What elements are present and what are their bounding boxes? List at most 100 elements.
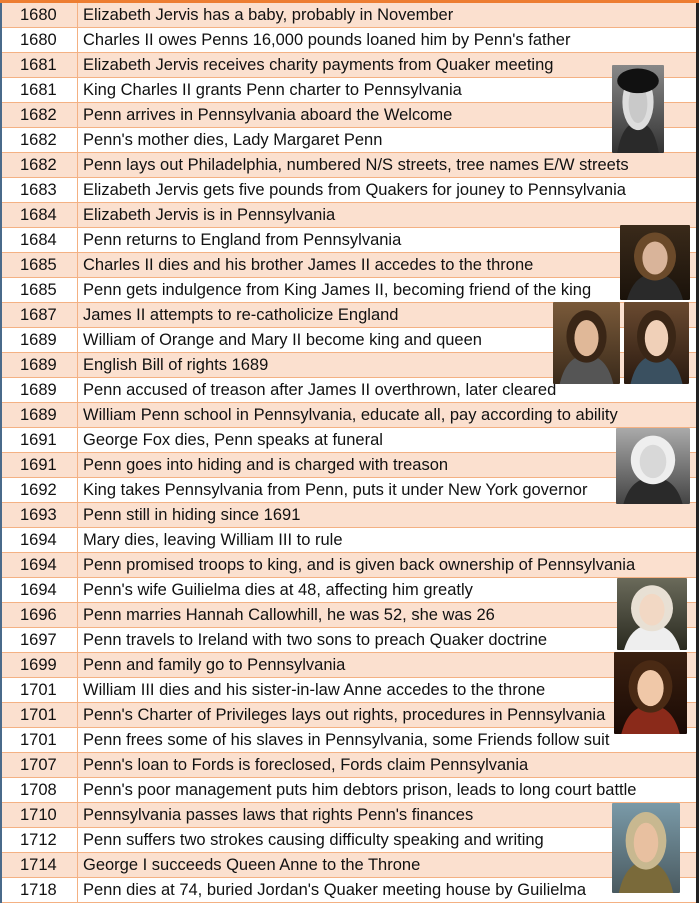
year-cell[interactable]: 1694 <box>2 578 78 602</box>
table-row[interactable]: 1718 Penn dies at 74, buried Jordan's Qua… <box>2 878 696 903</box>
table-row[interactable]: 1694 Penn's wife Guilielma dies at 48, af… <box>2 578 696 603</box>
table-row[interactable]: 1712 Penn suffers two strokes causing dif… <box>2 828 696 853</box>
year-cell[interactable]: 1689 <box>2 378 78 402</box>
event-cell[interactable]: Mary dies, leaving William III to rule <box>83 531 343 549</box>
table-row[interactable]: 1693 Penn still in hiding since 1691 <box>2 503 696 528</box>
table-row[interactable]: 1696 Penn marries Hannah Callowhill, he w… <box>2 603 696 628</box>
year-cell[interactable]: 1684 <box>2 228 78 252</box>
year-cell[interactable]: 1689 <box>2 328 78 352</box>
table-row[interactable]: 1714 George I succeeds Queen Anne to the … <box>2 853 696 878</box>
year-cell[interactable]: 1681 <box>2 78 78 102</box>
event-cell[interactable]: Penn's poor management puts him debtors … <box>83 781 637 799</box>
event-cell[interactable]: Penn still in hiding since 1691 <box>83 506 301 524</box>
event-cell[interactable]: William III dies and his sister-in-law A… <box>83 681 546 699</box>
year-cell[interactable]: 1710 <box>2 803 78 827</box>
event-cell[interactable]: Penn promised troops to king, and is giv… <box>83 556 636 574</box>
event-cell[interactable]: Elizabeth Jervis gets five pounds from Q… <box>83 181 626 199</box>
table-row[interactable]: 1681 King Charles II grants Penn charter … <box>2 78 696 103</box>
event-cell[interactable]: Penn travels to Ireland with two sons to… <box>83 631 548 649</box>
year-cell[interactable]: 1718 <box>2 878 78 902</box>
table-row[interactable]: 1685 Penn gets indulgence from King James… <box>2 278 696 303</box>
year-cell[interactable]: 1680 <box>2 28 78 52</box>
year-cell[interactable]: 1694 <box>2 553 78 577</box>
event-cell[interactable]: Elizabeth Jervis has a baby, probably in… <box>83 6 454 24</box>
year-cell[interactable]: 1685 <box>2 253 78 277</box>
year-cell[interactable]: 1701 <box>2 678 78 702</box>
event-cell[interactable]: Penn dies at 74, buried Jordan's Quaker … <box>83 881 587 899</box>
event-cell[interactable]: William of Orange and Mary II become kin… <box>83 331 482 349</box>
event-cell[interactable]: James II attempts to re-catholicize Engl… <box>83 306 399 324</box>
event-cell[interactable]: Penn returns to England from Pennsylvani… <box>83 231 402 249</box>
year-cell[interactable]: 1692 <box>2 478 78 502</box>
table-row[interactable]: 1689 William Penn school in Pennsylvania,… <box>2 403 696 428</box>
year-cell[interactable]: 1712 <box>2 828 78 852</box>
year-cell[interactable]: 1697 <box>2 628 78 652</box>
table-row[interactable]: 1691 Penn goes into hiding and is charged… <box>2 453 696 478</box>
event-cell[interactable]: English Bill of rights 1689 <box>83 356 269 374</box>
event-cell[interactable]: Elizabeth Jervis receives charity paymen… <box>83 56 554 74</box>
event-cell[interactable]: George Fox dies, Penn speaks at funeral <box>83 431 383 449</box>
event-cell[interactable]: Penn lays out Philadelphia, numbered N/S… <box>83 156 629 174</box>
year-cell[interactable]: 1689 <box>2 353 78 377</box>
year-cell[interactable]: 1693 <box>2 503 78 527</box>
table-row[interactable]: 1701 Penn's Charter of Privileges lays ou… <box>2 703 696 728</box>
event-cell[interactable]: Charles II dies and his brother James II… <box>83 256 534 274</box>
table-row[interactable]: 1699 Penn and family go to Pennsylvania <box>2 653 696 678</box>
event-cell[interactable]: Penn suffers two strokes causing difficu… <box>83 831 544 849</box>
year-cell[interactable]: 1701 <box>2 703 78 727</box>
event-cell[interactable]: Penn goes into hiding and is charged wit… <box>83 456 449 474</box>
year-cell[interactable]: 1681 <box>2 53 78 77</box>
table-row[interactable]: 1681 Elizabeth Jervis receives charity pa… <box>2 53 696 78</box>
table-row[interactable]: 1701 Penn frees some of his slaves in Pen… <box>2 728 696 753</box>
event-cell[interactable]: Penn's loan to Fords is foreclosed, Ford… <box>83 756 529 774</box>
event-cell[interactable]: George I succeeds Queen Anne to the Thro… <box>83 856 421 874</box>
year-cell[interactable]: 1683 <box>2 178 78 202</box>
year-cell[interactable]: 1694 <box>2 528 78 552</box>
table-row[interactable]: 1680 Elizabeth Jervis has a baby, probabl… <box>2 3 696 28</box>
year-cell[interactable]: 1689 <box>2 403 78 427</box>
event-cell[interactable]: Pennsylvania passes laws that rights Pen… <box>83 806 474 824</box>
year-cell[interactable]: 1687 <box>2 303 78 327</box>
table-row[interactable]: 1691 George Fox dies, Penn speaks at fune… <box>2 428 696 453</box>
event-cell[interactable]: Penn's Charter of Privileges lays out ri… <box>83 706 606 724</box>
event-cell[interactable]: Charles II owes Penns 16,000 pounds loan… <box>83 31 571 49</box>
table-row[interactable]: 1710 Pennsylvania passes laws that rights… <box>2 803 696 828</box>
table-row[interactable]: 1683 Elizabeth Jervis gets five pounds fr… <box>2 178 696 203</box>
table-row[interactable]: 1697 Penn travels to Ireland with two son… <box>2 628 696 653</box>
event-cell[interactable]: Penn arrives in Pennsylvania aboard the … <box>83 106 453 124</box>
table-row[interactable]: 1692 King takes Pennsylvania from Penn, p… <box>2 478 696 503</box>
year-cell[interactable]: 1682 <box>2 128 78 152</box>
event-cell[interactable]: King takes Pennsylvania from Penn, puts … <box>83 481 588 499</box>
year-cell[interactable]: 1682 <box>2 153 78 177</box>
event-cell[interactable]: Penn frees some of his slaves in Pennsyl… <box>83 731 610 749</box>
table-row[interactable]: 1694 Mary dies, leaving William III to ru… <box>2 528 696 553</box>
table-row[interactable]: 1682 Penn lays out Philadelphia, numbered… <box>2 153 696 178</box>
event-cell[interactable]: Penn gets indulgence from King James II,… <box>83 281 592 299</box>
table-row[interactable]: 1684 Elizabeth Jervis is in Pennsylvania <box>2 203 696 228</box>
event-cell[interactable]: Elizabeth Jervis is in Pennsylvania <box>83 206 336 224</box>
event-cell[interactable]: Penn's mother dies, Lady Margaret Penn <box>83 131 383 149</box>
year-cell[interactable]: 1691 <box>2 428 78 452</box>
table-row[interactable]: 1701 William III dies and his sister-in-l… <box>2 678 696 703</box>
table-row[interactable]: 1680 Charles II owes Penns 16,000 pounds … <box>2 28 696 53</box>
year-cell[interactable]: 1682 <box>2 103 78 127</box>
year-cell[interactable]: 1691 <box>2 453 78 477</box>
table-row[interactable]: 1685 Charles II dies and his brother Jame… <box>2 253 696 278</box>
table-row[interactable]: 1708 Penn's poor management puts him debt… <box>2 778 696 803</box>
table-row[interactable]: 1707 Penn's loan to Fords is foreclosed, … <box>2 753 696 778</box>
event-cell[interactable]: Penn and family go to Pennsylvania <box>83 656 346 674</box>
event-cell[interactable]: King Charles II grants Penn charter to P… <box>83 81 462 99</box>
event-cell[interactable]: Penn accused of treason after James II o… <box>83 381 557 399</box>
table-row[interactable]: 1684 Penn returns to England from Pennsyl… <box>2 228 696 253</box>
year-cell[interactable]: 1684 <box>2 203 78 227</box>
table-row[interactable]: 1682 Penn arrives in Pennsylvania aboard … <box>2 103 696 128</box>
year-cell[interactable]: 1685 <box>2 278 78 302</box>
table-row[interactable]: 1682 Penn's mother dies, Lady Margaret Pe… <box>2 128 696 153</box>
year-cell[interactable]: 1680 <box>2 3 78 27</box>
year-cell[interactable]: 1708 <box>2 778 78 802</box>
year-cell[interactable]: 1699 <box>2 653 78 677</box>
year-cell[interactable]: 1701 <box>2 728 78 752</box>
event-cell[interactable]: William Penn school in Pennsylvania, edu… <box>83 406 618 424</box>
year-cell[interactable]: 1707 <box>2 753 78 777</box>
year-cell[interactable]: 1714 <box>2 853 78 877</box>
